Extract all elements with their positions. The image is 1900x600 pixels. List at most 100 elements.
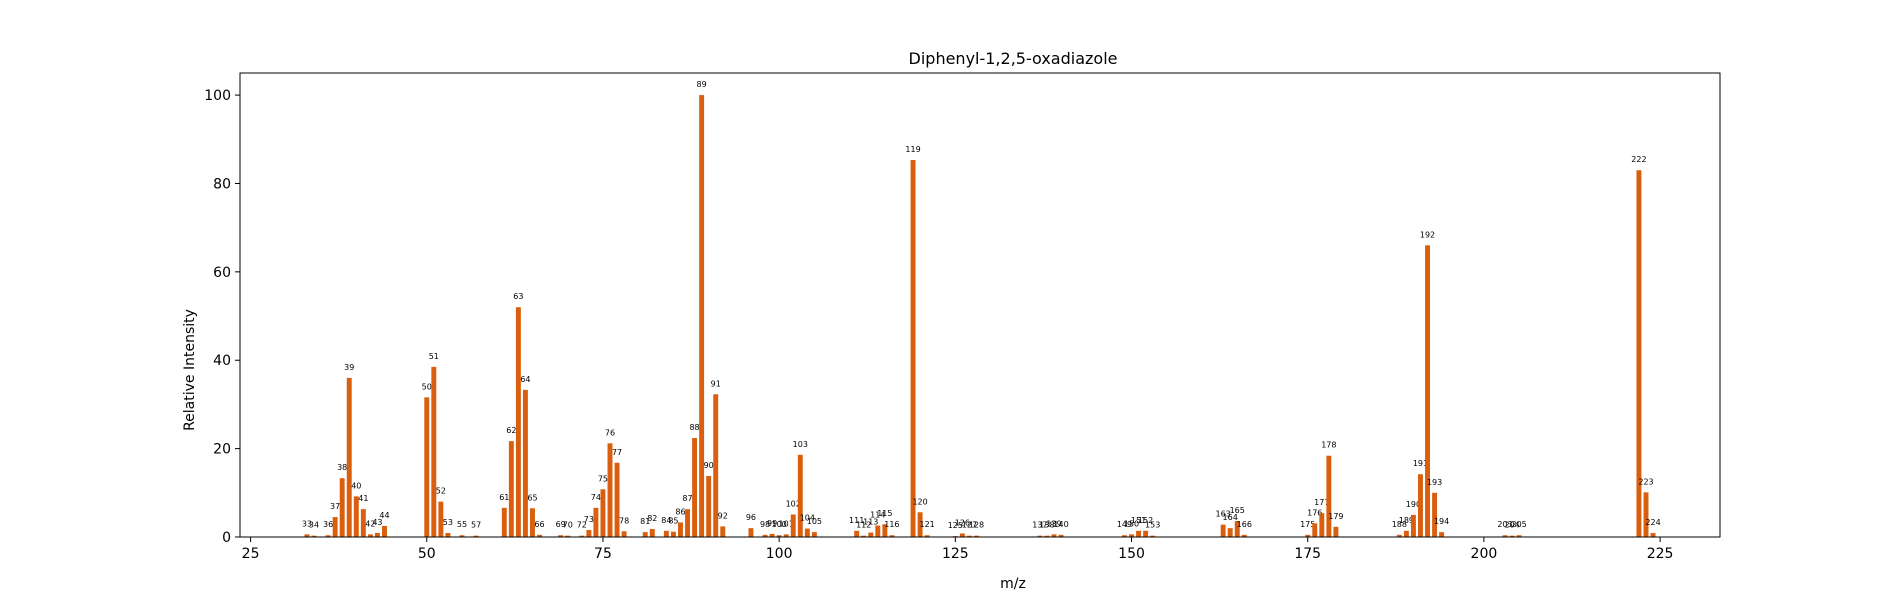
bar-mz-164 xyxy=(1227,528,1233,537)
bar-mz-34 xyxy=(311,535,317,537)
bar-mz-114 xyxy=(875,525,881,537)
bar-label-mz-104: 104 xyxy=(800,514,815,523)
plot-frame xyxy=(239,72,1721,538)
bar-mz-151 xyxy=(1136,530,1142,537)
bar-mz-70 xyxy=(565,535,571,537)
y-tick-label-80: 80 xyxy=(213,176,231,192)
bar-label-mz-163: 163 xyxy=(1216,510,1231,519)
bar-label-mz-125: 125 xyxy=(948,521,963,530)
y-tick-label-60: 60 xyxy=(213,265,231,281)
bar-label-mz-177: 177 xyxy=(1314,498,1329,507)
bar-label-mz-78: 78 xyxy=(619,516,629,525)
y-tick-label-100: 100 xyxy=(204,88,231,104)
bar-label-mz-102: 102 xyxy=(786,499,801,508)
bar-mz-104 xyxy=(804,528,810,537)
bar-mz-84 xyxy=(663,530,669,537)
bar-label-mz-64: 64 xyxy=(520,375,530,384)
bar-mz-127 xyxy=(966,535,972,537)
bar-label-mz-115: 115 xyxy=(877,509,892,518)
bar-mz-149 xyxy=(1122,535,1127,537)
bar-mz-190 xyxy=(1410,514,1416,537)
bar-mz-137 xyxy=(1037,535,1043,537)
bar-label-mz-164: 164 xyxy=(1223,513,1238,522)
bar-mz-112 xyxy=(861,535,867,537)
bar-label-mz-204: 204 xyxy=(1504,521,1519,530)
bar-label-mz-77: 77 xyxy=(612,448,622,457)
bar-mz-153 xyxy=(1150,535,1156,537)
bar-mz-177 xyxy=(1319,513,1325,537)
chart-title: Diphenyl-1,2,5-oxadiazole xyxy=(909,49,1118,68)
bar-label-mz-150: 150 xyxy=(1124,519,1139,528)
bar-label-mz-86: 86 xyxy=(675,507,685,516)
bar-label-mz-176: 176 xyxy=(1307,508,1322,517)
bar-label-mz-39: 39 xyxy=(344,363,354,372)
x-tick-label-125: 125 xyxy=(942,546,969,562)
bar-label-mz-65: 65 xyxy=(527,493,537,502)
bar-label-mz-38: 38 xyxy=(337,463,347,472)
bar-mz-128 xyxy=(974,535,979,537)
x-tick-label-50: 50 xyxy=(418,546,436,562)
bar-label-mz-84: 84 xyxy=(661,516,671,525)
bar-label-mz-90: 90 xyxy=(704,461,714,470)
bar-mz-111 xyxy=(854,530,860,537)
x-axis: 25 50 75 100 125 150 175 200 225 xyxy=(242,537,1673,562)
bar-label-mz-111: 111 xyxy=(849,516,864,525)
bar-mz-205 xyxy=(1516,535,1522,537)
bar-label-mz-112: 112 xyxy=(856,521,871,530)
bar-mz-53 xyxy=(445,533,451,537)
bar-label-mz-81: 81 xyxy=(640,517,650,526)
bar-label-mz-85: 85 xyxy=(668,517,678,526)
bar-mz-50 xyxy=(424,397,430,537)
bar-mz-88 xyxy=(692,438,698,537)
bar-mz-101 xyxy=(783,534,789,537)
bar-label-mz-51: 51 xyxy=(429,352,439,361)
bar-label-mz-191: 191 xyxy=(1413,459,1428,468)
bar-label-mz-165: 165 xyxy=(1230,506,1245,515)
bar-mz-73 xyxy=(586,529,592,537)
bar-mz-78 xyxy=(621,531,627,537)
bar-label-mz-224: 224 xyxy=(1645,518,1660,527)
bar-mz-87 xyxy=(685,509,690,537)
bar-label-mz-62: 62 xyxy=(506,426,516,435)
bar-mz-76 xyxy=(607,443,613,537)
bar-label-mz-149: 149 xyxy=(1117,520,1132,529)
bar-label-mz-119: 119 xyxy=(905,145,920,154)
bar-mz-39 xyxy=(346,377,352,537)
bar-mz-192 xyxy=(1425,245,1430,538)
x-tick-label-150: 150 xyxy=(1118,546,1145,562)
bar-label-mz-105: 105 xyxy=(807,517,822,526)
bar-label-mz-153: 153 xyxy=(1145,521,1160,530)
bar-mz-69 xyxy=(558,535,564,537)
bar-mz-98 xyxy=(762,534,768,537)
bar-mz-223 xyxy=(1643,492,1649,537)
bar-label-mz-126: 126 xyxy=(955,518,970,527)
bar-label-mz-128: 128 xyxy=(969,521,984,530)
bar-mz-96 xyxy=(748,528,754,537)
bar-mz-41 xyxy=(360,509,366,537)
bar-label-mz-72: 72 xyxy=(577,521,587,530)
bar-label-mz-50: 50 xyxy=(422,382,432,391)
bar-mz-120 xyxy=(917,512,923,537)
bar-label-mz-87: 87 xyxy=(682,494,692,503)
bar-label-mz-116: 116 xyxy=(884,520,899,529)
bar-mz-65 xyxy=(530,508,535,537)
y-tick-label-20: 20 xyxy=(213,442,231,458)
bar-label-mz-192: 192 xyxy=(1420,230,1435,239)
bar-label-mz-137: 137 xyxy=(1032,521,1047,530)
bar-mz-179 xyxy=(1333,526,1339,537)
bar-mz-163 xyxy=(1220,524,1226,537)
bar-mz-222 xyxy=(1636,170,1642,537)
bar-mz-64 xyxy=(522,389,528,537)
x-tick-label-200: 200 xyxy=(1471,546,1498,562)
bar-mz-166 xyxy=(1241,534,1247,537)
bar-label-mz-151: 151 xyxy=(1131,516,1146,525)
bar-mz-176 xyxy=(1312,523,1318,537)
bar-mz-105 xyxy=(811,532,817,537)
bar-label-mz-37: 37 xyxy=(330,502,340,511)
bar-label-mz-205: 205 xyxy=(1512,520,1527,529)
bar-mz-33 xyxy=(304,534,310,537)
bar-mz-38 xyxy=(339,478,345,537)
bar-label-mz-88: 88 xyxy=(689,423,699,432)
bar-label-mz-140: 140 xyxy=(1053,520,1068,529)
